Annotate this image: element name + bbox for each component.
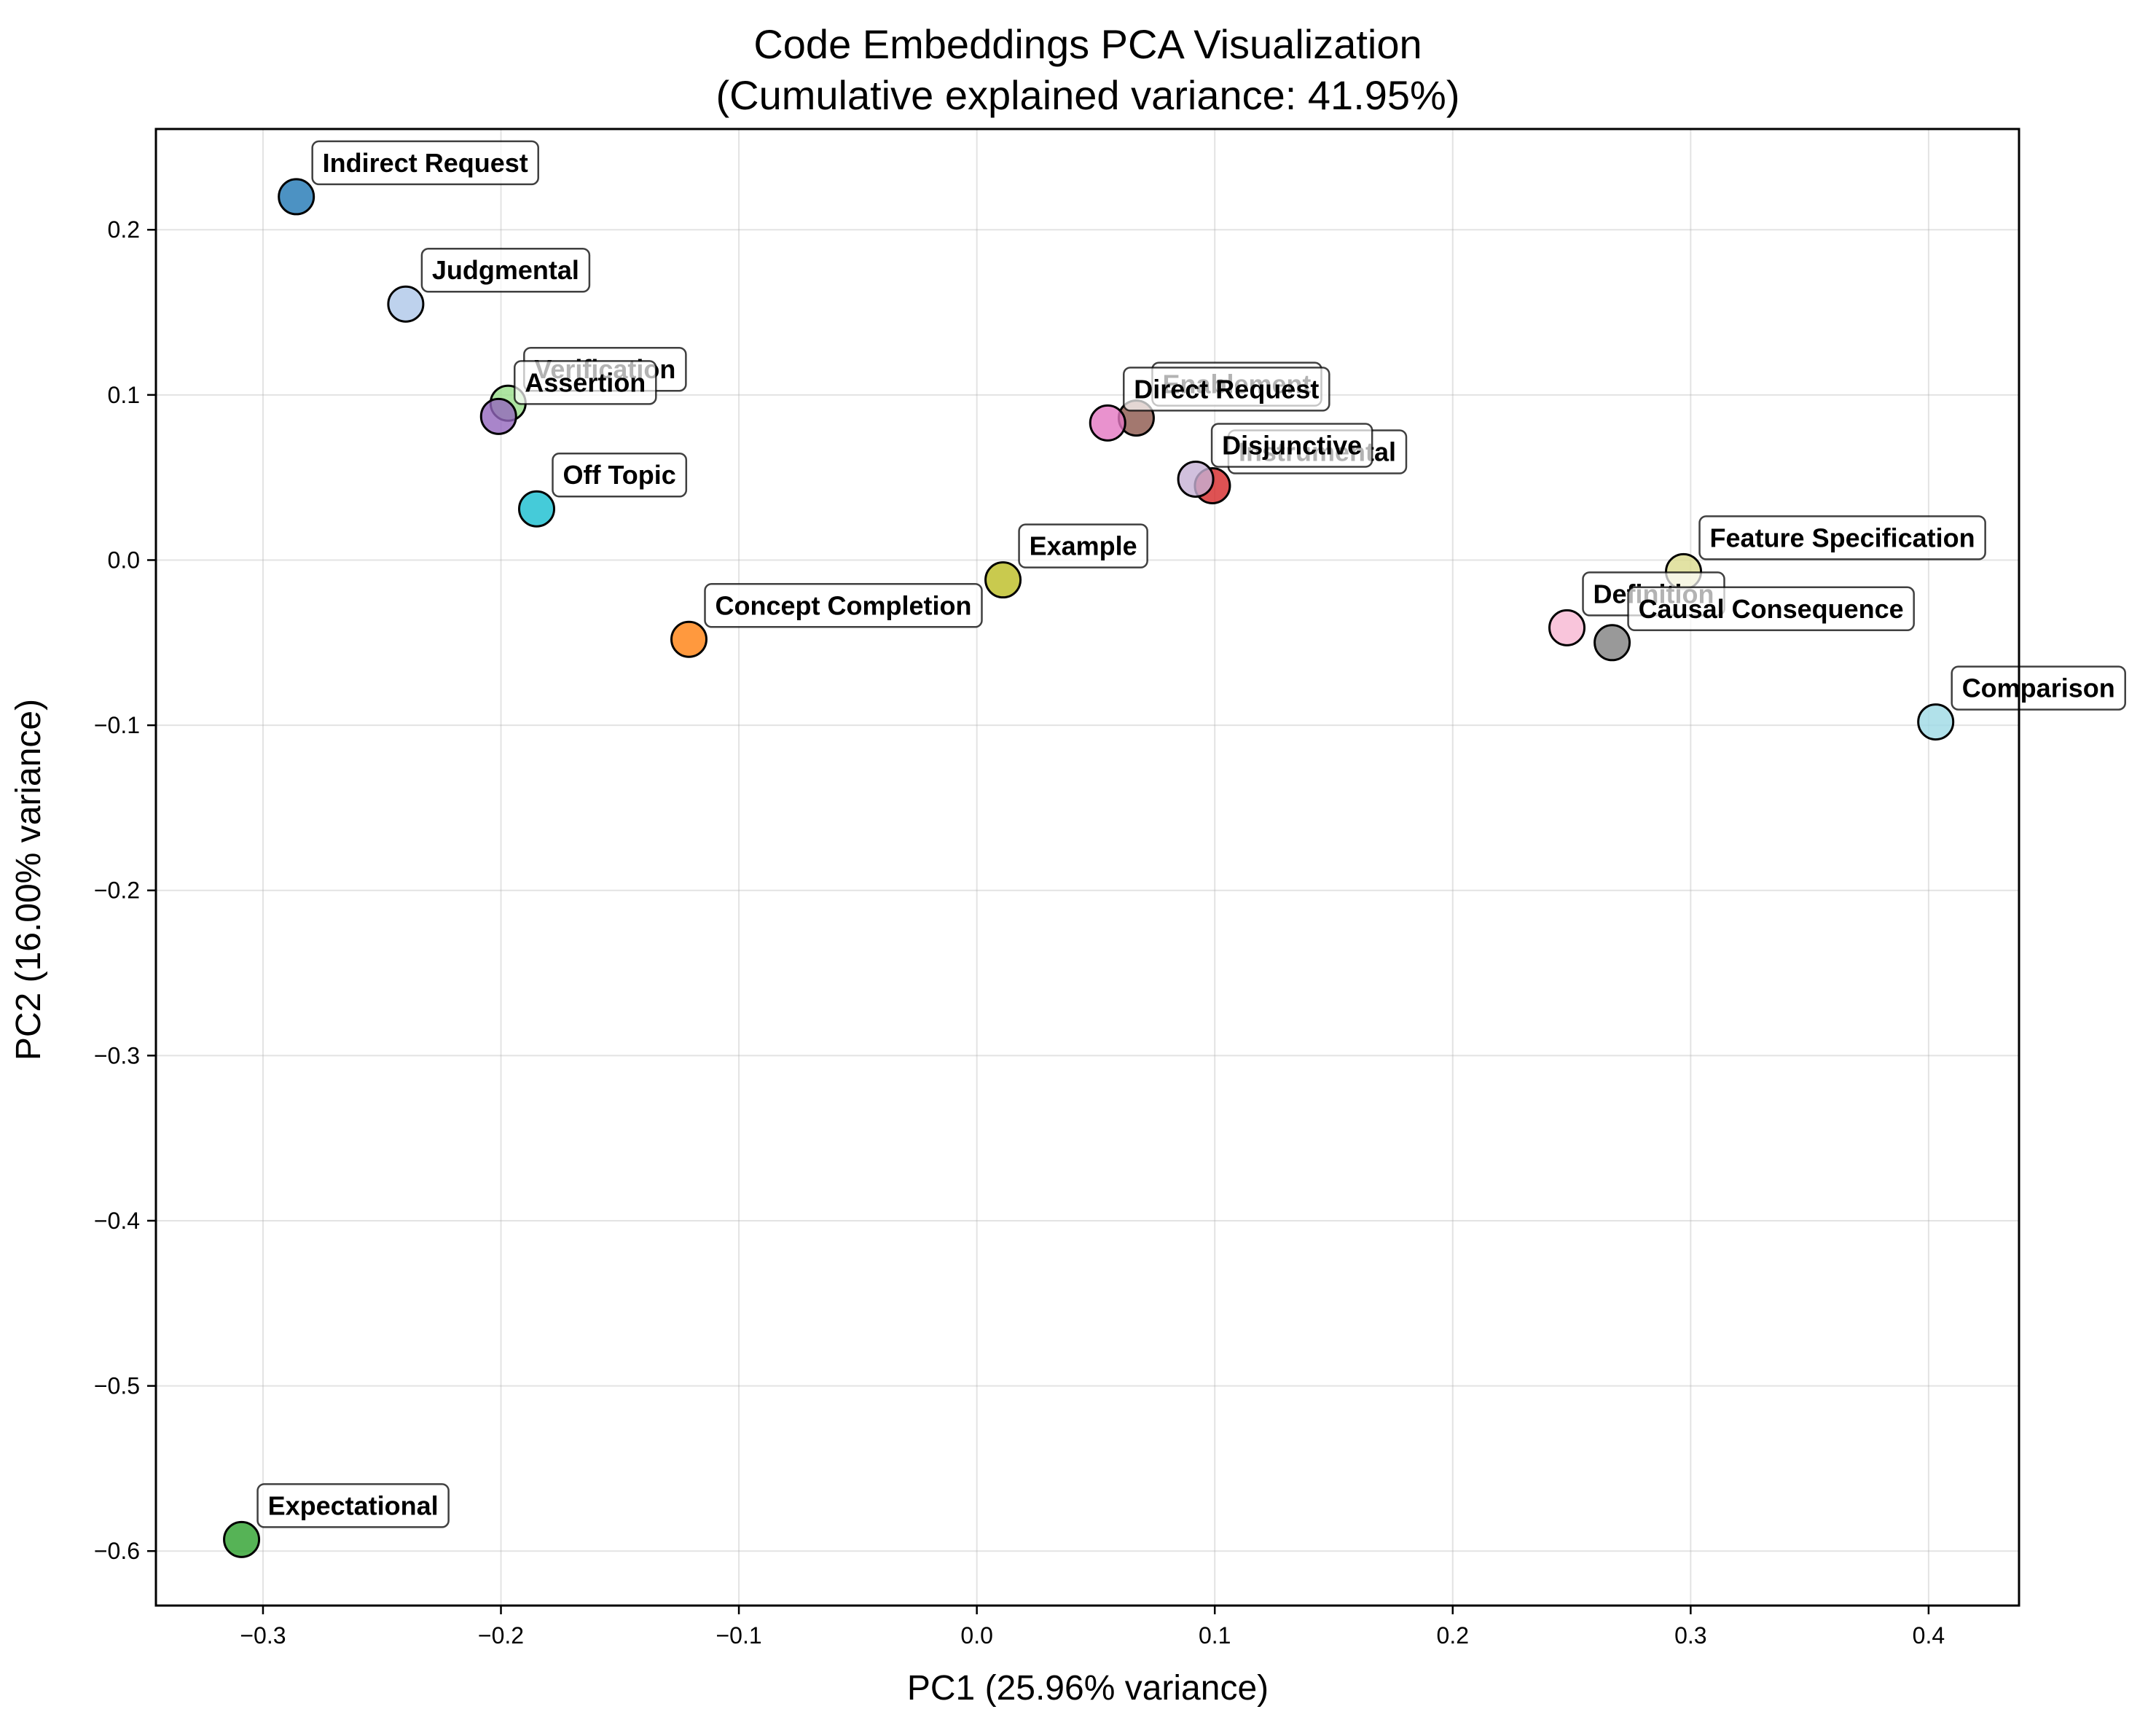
point-label-text: Comparison xyxy=(1962,673,2115,703)
y-tick-label: 0.0 xyxy=(108,547,140,573)
point-label-text: Direct Request xyxy=(1134,374,1319,404)
point-label-box xyxy=(1951,665,2126,711)
point-label: Indirect Request xyxy=(311,140,539,186)
point-label: Direct Request xyxy=(1123,367,1330,412)
point-label: Disjunctive xyxy=(1210,423,1373,468)
point-label-text: Judgmental xyxy=(432,255,579,285)
point-label: Expectational xyxy=(256,1483,450,1528)
scatter-point xyxy=(1548,609,1586,646)
scatter-point xyxy=(1089,404,1126,442)
x-tick-label: 0.0 xyxy=(960,1622,992,1649)
point-label-text: Example xyxy=(1030,531,1137,561)
scatter-point xyxy=(278,178,315,216)
y-tick-label: 0.2 xyxy=(108,216,140,243)
point-label: Judgmental xyxy=(420,247,591,293)
x-tick-label: −0.1 xyxy=(716,1622,761,1649)
point-label: Off Topic xyxy=(552,452,688,498)
point-label: Feature Specification xyxy=(1698,515,1986,560)
scatter-point xyxy=(1917,703,1955,741)
point-label-text: Indirect Request xyxy=(323,148,528,178)
data-points xyxy=(223,178,1955,1558)
point-label-box xyxy=(1018,523,1148,568)
scatter-point xyxy=(223,1520,261,1558)
chart-title: Code Embeddings PCA Visualization xyxy=(753,21,1422,67)
point-label-box xyxy=(704,583,983,628)
scatter-point xyxy=(984,561,1022,599)
scatter-point xyxy=(1177,460,1215,498)
y-tick-label: −0.4 xyxy=(94,1208,140,1234)
x-tick-label: 0.4 xyxy=(1913,1622,1945,1649)
point-label: Assertion xyxy=(514,360,657,405)
y-tick-label: −0.1 xyxy=(94,712,140,738)
scatter-point xyxy=(479,397,517,435)
point-label-box xyxy=(1627,586,1915,632)
x-tick-label: 0.1 xyxy=(1199,1622,1231,1649)
point-label-box xyxy=(1698,515,1986,560)
scatter-point xyxy=(1594,624,1631,662)
grid xyxy=(156,129,2019,1606)
y-tick-label: −0.5 xyxy=(94,1373,140,1399)
point-label-box xyxy=(420,247,591,293)
y-tick-label: −0.3 xyxy=(94,1042,140,1068)
plot-frame xyxy=(154,128,2020,1607)
point-label-text: Expectational xyxy=(268,1490,439,1520)
point-label-box xyxy=(256,1483,450,1528)
point-label-text: Off Topic xyxy=(563,460,676,490)
point-label-text: Assertion xyxy=(525,367,646,397)
point-label: Comparison xyxy=(1951,665,2126,711)
point-label-box xyxy=(1123,367,1330,412)
point-label: Concept Completion xyxy=(704,583,983,628)
y-tick-label: −0.2 xyxy=(94,877,140,904)
x-tick-label: −0.3 xyxy=(240,1622,286,1649)
y-axis-label: PC2 (16.00% variance) xyxy=(9,699,48,1060)
point-label-box xyxy=(311,140,539,186)
point-labels: Indirect RequestJudgmentalVerificationAs… xyxy=(256,140,2126,1528)
y-tick-label: 0.1 xyxy=(108,382,140,408)
point-label: Causal Consequence xyxy=(1627,586,1915,632)
point-label-box xyxy=(1210,423,1373,468)
scatter-point xyxy=(518,490,556,528)
point-label-text: Causal Consequence xyxy=(1639,594,1904,624)
chart-subtitle: (Cumulative explained variance: 41.95%) xyxy=(716,72,1460,118)
point-label: Example xyxy=(1018,523,1148,568)
point-label-box xyxy=(552,452,688,498)
point-label-text: Concept Completion xyxy=(716,590,972,620)
x-axis-label: PC1 (25.96% variance) xyxy=(907,1669,1269,1708)
point-label-text: Feature Specification xyxy=(1710,523,1975,552)
x-tick-label: 0.2 xyxy=(1437,1622,1469,1649)
x-tick-label: −0.2 xyxy=(478,1622,524,1649)
y-tick-label: −0.6 xyxy=(94,1538,140,1564)
scatter-point xyxy=(670,620,708,658)
x-tick-label: 0.3 xyxy=(1674,1622,1706,1649)
scatter-point xyxy=(387,285,425,323)
point-label-text: Disjunctive xyxy=(1222,430,1362,460)
axis-ticks: −0.3 −0.2 −0.1 0.0 0.1 0.2 0.3 0.4 −0.6 −0.5 −0.4 −… xyxy=(94,216,1945,1649)
point-label-box xyxy=(514,360,657,405)
